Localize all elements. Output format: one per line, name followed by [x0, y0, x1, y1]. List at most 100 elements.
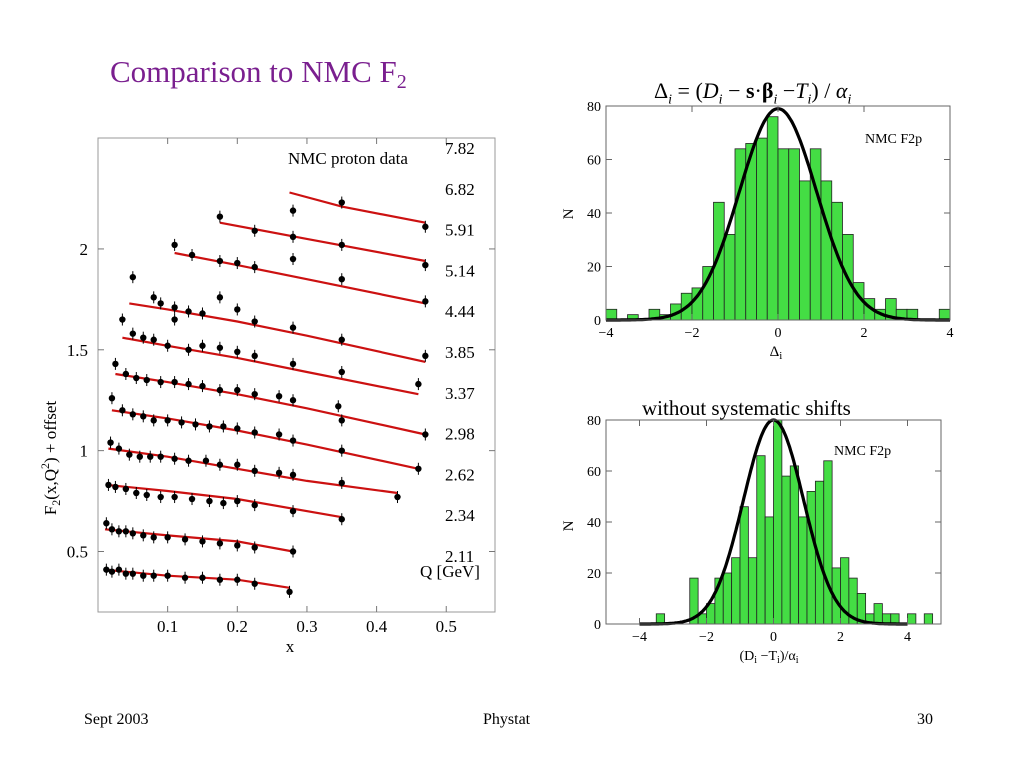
data-point	[289, 324, 297, 331]
data-point	[338, 368, 345, 376]
data-point	[202, 457, 210, 464]
data-point	[220, 499, 227, 507]
scatter-x-tick-label: 0.4	[366, 617, 388, 636]
hist2-y-tick-label: 0	[594, 618, 601, 633]
data-point	[216, 257, 224, 265]
hist2-bar	[823, 460, 833, 625]
q-label-6.82: 6.82	[445, 180, 475, 199]
data-point	[251, 352, 258, 360]
data-point	[251, 544, 258, 551]
data-point	[234, 425, 241, 432]
data-point	[338, 241, 345, 249]
data-point	[251, 429, 258, 436]
data-point	[122, 485, 130, 493]
data-point	[140, 413, 147, 420]
scatter-y-tick-label: 2	[80, 240, 89, 259]
data-point	[234, 306, 241, 313]
data-point	[234, 348, 241, 356]
hist2-y-tick-label: 20	[587, 567, 601, 582]
data-point	[150, 572, 157, 579]
formula-minus2: −	[777, 78, 796, 103]
hist2-bar	[773, 419, 783, 625]
hist2-bar	[756, 455, 766, 625]
data-point	[275, 469, 283, 477]
histogram-1-legend: NMC F2p	[865, 132, 922, 147]
scatter-x-tick-label: 0.3	[296, 617, 317, 636]
hist2-bar	[722, 572, 733, 625]
data-point	[289, 207, 297, 214]
hist2-bar	[739, 506, 749, 625]
histogram-2-title: without systematic shifts	[642, 396, 851, 420]
formula-s: s	[745, 78, 755, 103]
data-point	[164, 342, 171, 349]
data-point	[140, 572, 147, 579]
hist2-y-tick-label: 40	[587, 516, 601, 531]
formula-beta: β	[761, 78, 774, 103]
data-point	[122, 570, 130, 577]
slide-title-subscript: 2	[396, 71, 407, 93]
q-label-5.14: 5.14	[445, 261, 475, 280]
q-label-3.37: 3.37	[445, 384, 475, 403]
data-point	[157, 493, 164, 501]
hist1-x-tick-label: −2	[685, 326, 700, 341]
hist1-bar	[788, 148, 800, 321]
data-point	[275, 392, 283, 400]
data-point	[251, 318, 258, 325]
fit-curve-q-7.82	[289, 191, 426, 224]
data-point	[234, 542, 241, 549]
formula-eq: = (	[672, 78, 703, 103]
formula-minus1: −	[722, 78, 746, 103]
data-point	[171, 378, 178, 386]
histogram-2-x-label-asub: i	[796, 655, 799, 666]
data-point	[216, 344, 224, 351]
data-point	[251, 580, 258, 587]
footer-page-number: 30	[917, 711, 933, 728]
data-point	[171, 241, 178, 249]
data-point	[181, 574, 189, 581]
data-point	[206, 423, 213, 430]
scatter-axes: 0.1 0.2 0.3 0.4 0.5 0.5 1 1.5 2	[67, 137, 496, 636]
scatter-data-points	[103, 196, 429, 598]
q-label-7.82: 7.82	[445, 139, 475, 158]
fit-curve-q-3.37	[111, 409, 419, 470]
data-point	[150, 294, 157, 301]
data-point	[171, 316, 178, 323]
data-point	[216, 540, 224, 547]
data-point	[157, 453, 164, 460]
q-label-4.44: 4.44	[445, 302, 475, 321]
formula-lhs-sub: i	[668, 92, 673, 108]
data-point	[338, 447, 345, 454]
data-point	[164, 572, 171, 579]
histogram-2-legend: NMC F2p	[834, 444, 891, 459]
hist2-bar	[923, 613, 934, 625]
hist1-bar	[756, 137, 768, 321]
data-point	[338, 479, 345, 487]
histogram-2-x-label-minus: −T	[757, 649, 777, 664]
data-point	[115, 566, 123, 573]
data-point	[216, 213, 224, 220]
slide-title: Comparison to NMC F2	[110, 54, 407, 94]
data-point	[251, 227, 258, 234]
formula-dot: ·	[754, 78, 762, 103]
hist2-x-tick-label: −2	[699, 630, 714, 645]
data-point	[289, 233, 297, 241]
slide-title-text: Comparison to NMC F	[110, 54, 397, 89]
hist1-bar	[605, 308, 618, 321]
hist2-bar	[764, 516, 774, 625]
data-point	[199, 342, 206, 349]
data-point	[199, 574, 206, 581]
data-point	[275, 431, 283, 438]
hist2-y-tick-label: 80	[587, 414, 601, 429]
data-point	[338, 417, 345, 424]
data-point	[126, 451, 133, 458]
data-point	[289, 360, 297, 368]
data-point	[178, 419, 185, 426]
scatter-y-axis-label: F2(x,Q2) + offset	[40, 401, 63, 516]
data-point	[129, 530, 137, 537]
data-point	[147, 453, 154, 460]
hist1-x-tick-label: 4	[947, 326, 954, 341]
hist1-y-tick-label: 0	[594, 314, 601, 329]
hist2-x-tick-label: 0	[770, 630, 777, 645]
histogram-2-x-label-dsub: i	[754, 655, 757, 666]
hist2-bar	[731, 557, 741, 625]
